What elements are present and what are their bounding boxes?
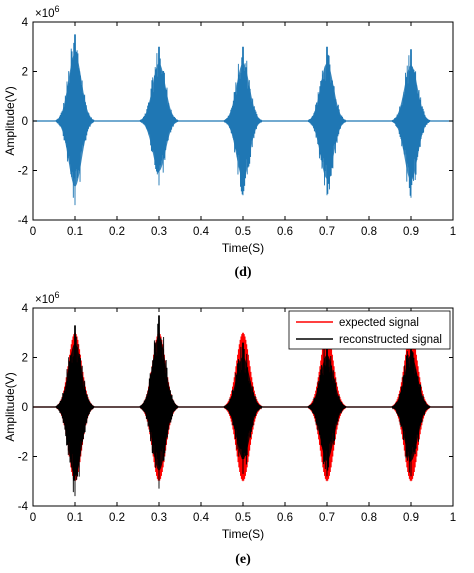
x-axis-label-e: Time(S) [222,527,264,541]
x-tick-label: 1 [450,512,456,524]
x-tick-label: 0.4 [193,512,210,524]
x-tick-label: 0 [30,512,36,524]
plot-area-e [33,315,453,497]
series-0-burst-2 [223,46,263,196]
x-tick-label: 0 [30,226,36,238]
x-tick-label: 0.9 [403,226,419,238]
y-axis-label-d: Amplitude(V) [3,86,17,155]
legend-e: expected signal reconstructed signal [288,310,451,350]
series-1-burst-3 [307,340,347,477]
x-axis-label-d: Time(S) [222,241,264,255]
x-tick-label: 0.8 [361,226,377,238]
x-tick-label: 0.6 [277,226,293,238]
panel-e: 0 0.1 0.2 0.3 0.4 0.5 0.6 0.7 0.8 0.9 1 -4 -2 0 2 4 ×1… [3,290,456,567]
panel-d: 0 0.1 0.2 0.3 0.4 0.5 0.6 0.7 0.8 0.9 1 -4 -2 0 2 4 ×1… [3,4,456,280]
x-tick-label: 1 [450,226,456,238]
x-tick-label: 0.6 [277,512,293,524]
y-multiplier-d: ×106 [35,4,60,20]
y-axis-label-e: Amplitude(V) [3,372,17,441]
series-1-burst-4 [391,340,431,477]
series-0-burst-3 [307,46,347,196]
series-1-burst-2 [223,342,263,474]
panel-label-d: (d) [234,265,251,280]
x-ticks-d: 0 0.1 0.2 0.3 0.4 0.5 0.6 0.7 0.8 0.9 1 [30,22,456,238]
x-tick-label: 0.5 [235,226,251,238]
legend-box [288,310,451,350]
y-tick-label: -2 [18,452,28,464]
x-tick-label: 0.2 [109,226,125,238]
x-tick-label: 0.4 [193,226,210,238]
y-tick-label: 4 [22,303,29,315]
x-tick-label: 0.3 [151,226,167,238]
y-ticks-d: -4 -2 0 2 4 [18,17,453,227]
series-0-burst-0 [55,34,95,206]
x-tick-label: 0.1 [67,226,83,238]
y-tick-label: 0 [22,116,28,128]
x-tick-label: 0.1 [67,512,83,524]
y-multiplier-e: ×106 [35,290,60,306]
y-tick-label: 2 [22,353,28,365]
series-1-burst-1 [139,315,179,489]
x-tick-label: 0.5 [235,512,251,524]
x-tick-label: 0.2 [109,512,125,524]
x-tick-label: 0.3 [151,512,167,524]
x-ticks-e: 0 0.1 0.2 0.3 0.4 0.5 0.6 0.7 0.8 0.9 1 [30,308,456,524]
y-tick-label: 4 [22,17,29,29]
series-0-burst-4 [391,49,431,198]
series-0-burst-1 [139,46,179,186]
plot-area-d [33,34,453,206]
x-tick-label: 0.7 [319,226,335,238]
panel-label-e: (e) [235,552,251,567]
y-tick-label: -2 [18,166,28,178]
legend-label-expected: expected signal [339,317,419,329]
legend-label-reconstructed: reconstructed signal [339,334,442,346]
y-tick-label: 0 [22,402,28,414]
x-tick-label: 0.9 [403,512,419,524]
y-tick-label: -4 [18,501,29,513]
x-tick-label: 0.8 [361,512,377,524]
y-ticks-e: -4 -2 0 2 4 [18,303,453,513]
x-tick-label: 0.7 [319,512,335,524]
y-tick-label: 2 [22,67,28,79]
y-tick-label: -4 [18,215,29,227]
series-1-burst-0 [55,325,95,497]
